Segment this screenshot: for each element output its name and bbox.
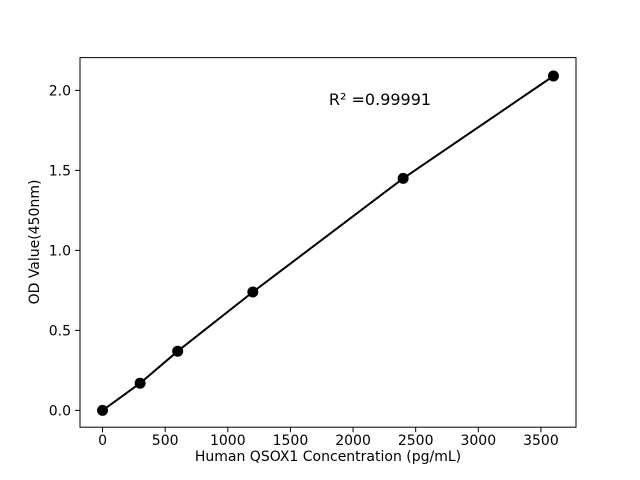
- x-axis-tick-label: 2000: [335, 433, 371, 449]
- x-axis-title: Human QSOX1 Concentration (pg/mL): [194, 449, 462, 465]
- data-point: [172, 345, 184, 357]
- y-axis-tick-label: 1.5: [49, 163, 71, 179]
- y-axis-tick-label: 0.5: [49, 323, 71, 339]
- r-squared-annotation: R² =0.99991: [328, 90, 432, 109]
- x-axis-tick-label: 500: [152, 433, 179, 449]
- data-point: [397, 172, 409, 184]
- x-axis-tick-label: 2500: [398, 433, 434, 449]
- plot-frame: [79, 57, 577, 428]
- data-point: [134, 377, 146, 389]
- standard-curve-line: [101, 75, 555, 412]
- x-axis-tick-label: 3000: [460, 433, 496, 449]
- x-axis-tick-label: 0: [98, 433, 107, 449]
- data-point: [547, 70, 559, 82]
- data-point: [247, 286, 259, 298]
- x-axis-tick-label: 1500: [273, 433, 309, 449]
- y-axis-tick-label: 1.0: [49, 243, 71, 259]
- x-axis-tick-label: 3500: [523, 433, 559, 449]
- y-axis-title: OD Value(450nm): [27, 179, 43, 305]
- y-axis-tick-label: 0.0: [49, 403, 71, 419]
- x-axis-tick-label: 1000: [210, 433, 246, 449]
- y-axis-tick-label: 2.0: [49, 83, 71, 99]
- data-point: [97, 404, 109, 416]
